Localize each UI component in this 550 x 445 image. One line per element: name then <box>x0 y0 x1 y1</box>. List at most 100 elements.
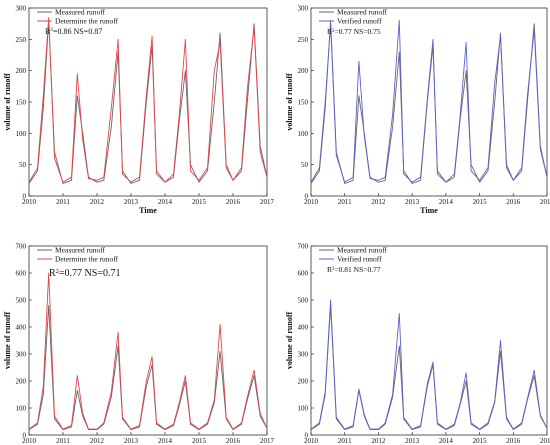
r2-value: =0.77 NS=0.71 <box>59 268 121 279</box>
x-tick-label: 2010 <box>304 437 319 445</box>
x-tick-label: 2010 <box>22 437 37 445</box>
x-tick-label: 2015 <box>473 437 488 445</box>
r2-value: =0.77 NS=0.75 <box>334 27 380 36</box>
x-tick-label: 2012 <box>371 437 386 445</box>
legend-entry: Measured runoff <box>337 246 388 255</box>
chart-panel-top-left: 0 50 100 150 200 250 300 2010 2011 2012 2013 2014 20… <box>3 5 275 216</box>
fit-statistics: R2=0.81 NS=0.77 <box>327 265 381 274</box>
y-tick-label: 200 <box>16 378 27 386</box>
x-tick-label: 2011 <box>56 437 70 445</box>
chart-panel-bottom-right: 0 100 200 300 400 500 600 700 2010 2011 2012 2013 20… <box>285 243 550 445</box>
x-tick-label: 2015 <box>473 198 488 206</box>
legend-entry: Measured runoff <box>55 8 106 17</box>
y-tick-label: 150 <box>16 99 27 107</box>
x-tick-label: 2012 <box>371 198 386 206</box>
legend-entry: Determine the runoff <box>55 17 119 26</box>
x-tick-label: 2017 <box>540 198 550 206</box>
y-tick-label: 300 <box>298 351 309 359</box>
series-line-measured <box>28 304 268 431</box>
series-line-model <box>28 16 268 183</box>
y-tick-label: 0 <box>305 193 309 201</box>
y-axis-title: volume of runoff <box>285 73 294 131</box>
series-line-measured <box>310 304 548 431</box>
y-tick-label: 250 <box>16 36 27 44</box>
legend-entry: Measured runoff <box>337 8 388 17</box>
y-tick-label: 0 <box>23 193 27 201</box>
fit-statistics: R2=0.86 NS=0.87 <box>45 27 102 36</box>
plot-frame <box>28 7 268 197</box>
x-axis-title: Time <box>420 206 438 215</box>
y-tick-label: 100 <box>298 405 309 413</box>
y-tick-label: 0 <box>305 432 309 440</box>
y-tick-label: 300 <box>298 5 309 13</box>
x-tick-label: 2013 <box>124 198 139 206</box>
y-axis-title: volume of runoff <box>285 312 294 370</box>
series-line-measured <box>310 20 548 184</box>
x-axis-title: Time <box>139 206 157 215</box>
y-tick-label: 500 <box>298 297 309 305</box>
x-tick-label: 2016 <box>506 437 521 445</box>
x-tick-label: 2011 <box>338 437 352 445</box>
chart-panel-bottom-left: 0 100 200 300 400 500 600 700 2010 2011 2012 2013 20… <box>3 243 275 445</box>
y-tick-label: 400 <box>16 324 27 332</box>
x-tick-label: 2012 <box>90 437 105 445</box>
y-tick-label: 50 <box>19 161 27 169</box>
y-tick-label: 200 <box>298 67 309 75</box>
y-tick-label: 100 <box>16 405 27 413</box>
y-tick-label: 700 <box>16 243 27 251</box>
y-tick-label: 600 <box>298 270 309 278</box>
plot-frame <box>310 7 548 197</box>
x-tick-label: 2013 <box>405 198 420 206</box>
x-tick-label: 2010 <box>304 198 319 206</box>
plot-frame <box>310 245 548 436</box>
y-tick-label: 100 <box>298 130 309 138</box>
ns-value: NS=0.87 <box>71 27 102 36</box>
plot-frame <box>28 245 268 436</box>
x-tick-label: 2010 <box>22 198 37 206</box>
x-tick-label: 2012 <box>90 198 105 206</box>
y-tick-label: 200 <box>16 67 27 75</box>
y-tick-label: 200 <box>298 378 309 386</box>
x-tick-label: 2016 <box>226 198 241 206</box>
x-tick-label: 2015 <box>192 437 207 445</box>
y-tick-label: 300 <box>16 351 27 359</box>
y-tick-label: 100 <box>16 130 27 138</box>
r2-value: =0.86 <box>53 27 72 36</box>
y-tick-label: 50 <box>301 161 309 169</box>
series-line-model <box>28 272 268 430</box>
y-tick-label: 500 <box>16 297 27 305</box>
x-tick-label: 2014 <box>439 437 454 445</box>
x-tick-label: 2017 <box>260 437 275 445</box>
legend-entry: Verified runoff <box>337 17 382 26</box>
fit-statistics: R2=0.77 NS=0.75 <box>327 27 381 36</box>
x-tick-label: 2013 <box>124 437 139 445</box>
x-tick-label: 2016 <box>506 198 521 206</box>
r2-value: =0.81 NS=0.77 <box>334 265 380 274</box>
legend-entry: Determine the runoff <box>55 255 119 264</box>
x-tick-label: 2015 <box>192 198 207 206</box>
y-axis-title: volume of runoff <box>3 312 12 370</box>
series-line-measured <box>28 20 268 184</box>
chart-panel-top-right: 0 50 100 150 200 250 300 2010 2011 2012 2013 2014 20… <box>285 5 550 216</box>
series-line-model <box>310 20 548 183</box>
y-tick-label: 300 <box>16 5 27 13</box>
y-tick-label: 0 <box>23 432 27 440</box>
fit-statistics: R2=0.77 NS=0.71 <box>49 268 120 280</box>
x-tick-label: 2011 <box>56 198 70 206</box>
y-tick-label: 400 <box>298 324 309 332</box>
y-tick-label: 700 <box>298 243 309 251</box>
x-tick-label: 2016 <box>226 437 241 445</box>
y-tick-label: 600 <box>16 270 27 278</box>
series-line-model <box>310 299 548 430</box>
x-tick-label: 2017 <box>540 437 550 445</box>
x-tick-label: 2014 <box>439 198 454 206</box>
legend-entry: Measured runoff <box>55 246 106 255</box>
y-axis-title: volume of runoff <box>3 73 12 131</box>
x-tick-label: 2014 <box>158 198 173 206</box>
x-tick-label: 2013 <box>405 437 420 445</box>
x-tick-label: 2011 <box>338 198 352 206</box>
x-tick-label: 2017 <box>260 198 275 206</box>
y-tick-label: 250 <box>298 36 309 44</box>
